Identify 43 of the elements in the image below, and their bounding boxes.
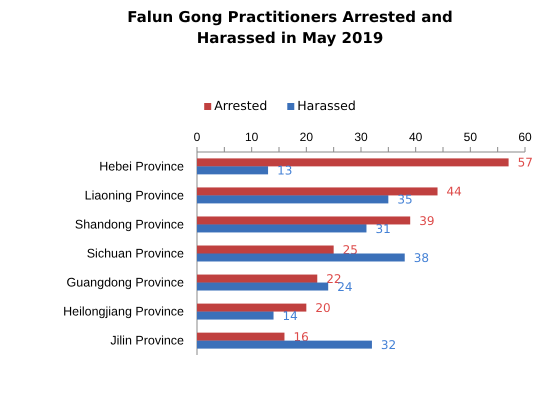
- data-label: 14: [282, 308, 298, 323]
- x-tick-label: 40: [408, 130, 423, 144]
- data-label: 20: [315, 300, 331, 315]
- x-tick-label: 20: [300, 130, 314, 144]
- bar: [197, 246, 334, 254]
- y-tick-label: Guangdong Province: [66, 276, 184, 290]
- bar: [197, 332, 284, 341]
- data-label: 38: [414, 250, 430, 265]
- bar: [197, 312, 274, 320]
- legend-label: Harassed: [297, 98, 356, 113]
- data-label: 32: [380, 338, 396, 352]
- bar: [197, 187, 438, 196]
- bar: [197, 254, 405, 262]
- bar: [197, 216, 410, 224]
- x-tick-label: 50: [464, 130, 478, 144]
- bar: [197, 195, 388, 204]
- bar: [197, 274, 318, 283]
- y-tick-label: Liaoning Province: [84, 188, 184, 202]
- data-label: 31: [375, 222, 391, 236]
- data-label: 35: [397, 192, 413, 207]
- data-label: 24: [337, 280, 352, 294]
- bar: [197, 224, 366, 232]
- bar: [197, 158, 509, 166]
- bar: [197, 166, 268, 174]
- x-tick-label: 10: [244, 130, 259, 144]
- legend-label: Arrested: [214, 98, 268, 113]
- y-tick-label: Heilongjiang Province: [63, 304, 184, 319]
- y-tick-label: Jilin Province: [110, 334, 184, 348]
- chart-title: Falun Gong Practitioners Arrested and Harassed in May 2019: [127, 8, 453, 47]
- data-label: 44: [446, 184, 462, 199]
- bar: [197, 340, 372, 349]
- y-tick-label: Shandong Province: [74, 217, 184, 232]
- data-label: 16: [293, 330, 309, 344]
- x-tick-label: 60: [518, 130, 532, 144]
- bar: [197, 282, 328, 291]
- bar: [197, 304, 306, 312]
- y-tick-label: Sichuan Province: [86, 246, 184, 260]
- y-tick-label: Hebei Province: [99, 159, 184, 174]
- data-label: 39: [419, 214, 434, 228]
- x-tick-label: 0: [194, 130, 201, 144]
- data-label: 57: [518, 156, 533, 170]
- data-label: 13: [277, 164, 292, 178]
- x-tick-label: 30: [354, 130, 368, 144]
